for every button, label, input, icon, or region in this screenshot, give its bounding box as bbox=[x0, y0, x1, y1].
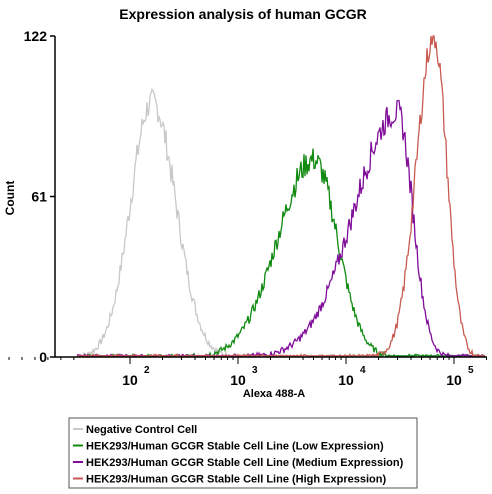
legend-entry-3: HEK293/Human GCGR Stable Cell Line (High… bbox=[86, 474, 386, 486]
legend-entry-0: Negative Control Cell bbox=[86, 424, 197, 436]
x-tick-label-1: 10 bbox=[122, 372, 138, 388]
series-line-1 bbox=[77, 148, 486, 358]
y-axis-label: Count bbox=[3, 181, 17, 216]
legend-box bbox=[68, 417, 418, 489]
x-tick-exponent-1: 2 bbox=[144, 365, 150, 376]
x-tick-label-2: 10 bbox=[230, 372, 246, 388]
x-tick-label-4: 10 bbox=[446, 372, 462, 388]
series-line-0 bbox=[77, 88, 486, 358]
series-line-3 bbox=[77, 35, 485, 358]
legend-entry-2: HEK293/Human GCGR Stable Cell Line (Medi… bbox=[86, 457, 404, 469]
x-tick-exponent-2: 3 bbox=[252, 365, 258, 376]
y-tick-label-2: 122 bbox=[24, 28, 48, 44]
chart-title: Expression analysis of human GCGR bbox=[119, 6, 366, 22]
x-tick-exponent-3: 4 bbox=[360, 365, 366, 376]
x-axis-label: Alexa 488-A bbox=[243, 388, 305, 400]
legend-entry-1: HEK293/Human GCGR Stable Cell Line (Low … bbox=[86, 441, 384, 453]
y-tick-label-0: 0 bbox=[39, 349, 47, 365]
x-tick-exponent-4: 5 bbox=[468, 365, 474, 376]
x-tick-label-3: 10 bbox=[338, 372, 354, 388]
y-tick-label-1: 61 bbox=[31, 189, 47, 205]
